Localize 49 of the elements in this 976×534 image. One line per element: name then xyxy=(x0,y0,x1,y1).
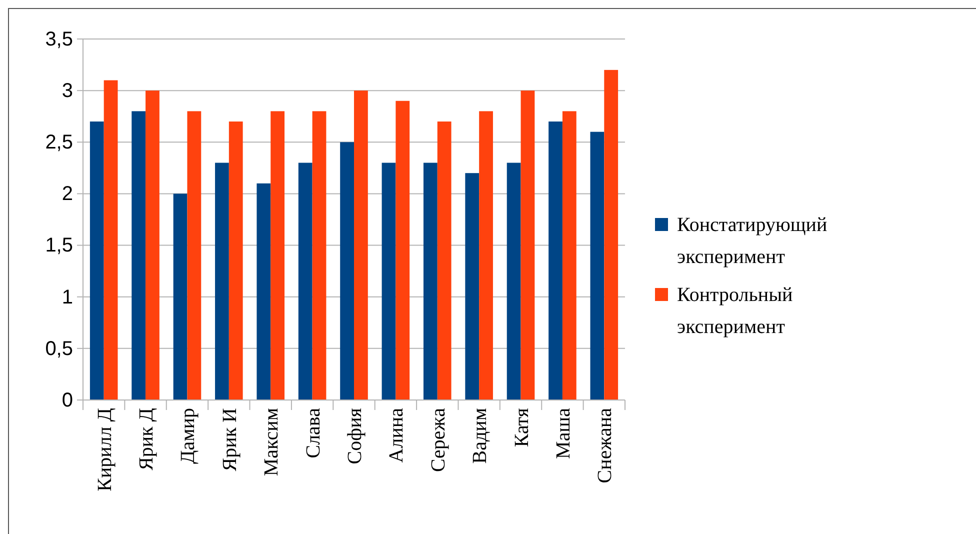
bar xyxy=(228,122,243,400)
x-tick-label: Снежана xyxy=(594,408,616,484)
bar xyxy=(132,111,146,400)
x-tick-label: Катя xyxy=(510,408,533,448)
legend-label: Констатирующий эксперимент xyxy=(677,214,828,268)
bar xyxy=(396,100,410,400)
bar xyxy=(215,162,229,400)
x-tick-label: Сережа xyxy=(427,408,450,472)
y-tick-label: 2,5 xyxy=(45,132,73,154)
x-tick-label: Алина xyxy=(386,408,408,463)
bar xyxy=(604,70,618,400)
bar xyxy=(465,173,480,400)
y-tick-label: 1 xyxy=(62,286,73,308)
bar xyxy=(90,122,104,400)
y-tick-label: 3,5 xyxy=(45,28,73,50)
x-tick-label: Кирилл Д xyxy=(94,408,116,492)
x-tick-label: Максим xyxy=(260,408,283,476)
bar xyxy=(520,90,535,400)
bar xyxy=(437,122,452,400)
bar xyxy=(104,80,118,400)
x-tick-label: Слава xyxy=(302,408,324,458)
x-tick-label: София xyxy=(344,408,366,464)
x-tick-label: Маша xyxy=(552,408,574,459)
legend-label: Контрольный эксперимент xyxy=(677,284,794,338)
x-tick-label: Ярик Д xyxy=(136,408,158,470)
y-tick-label: 0,5 xyxy=(45,338,73,360)
bar xyxy=(354,90,368,400)
bar xyxy=(298,162,312,400)
y-tick-label: 0 xyxy=(62,389,73,412)
bar xyxy=(256,183,271,400)
x-tick-label: Дамир xyxy=(177,408,200,464)
y-tick-label: 1,5 xyxy=(45,234,73,257)
bar xyxy=(548,122,562,400)
bar xyxy=(382,162,396,400)
bar xyxy=(479,111,493,400)
bar xyxy=(270,111,285,400)
y-tick-label: 3 xyxy=(62,80,73,102)
bar xyxy=(312,111,326,400)
x-tick-label: Ярик И xyxy=(218,408,241,472)
bar xyxy=(562,111,576,400)
bar xyxy=(187,111,202,400)
y-tick-label: 2 xyxy=(62,183,73,206)
bar xyxy=(146,90,160,400)
bar xyxy=(340,142,354,400)
bar xyxy=(506,162,521,400)
bar xyxy=(423,162,438,400)
x-tick-label: Вадим xyxy=(469,408,492,464)
bar xyxy=(590,132,604,400)
bar xyxy=(173,194,188,400)
